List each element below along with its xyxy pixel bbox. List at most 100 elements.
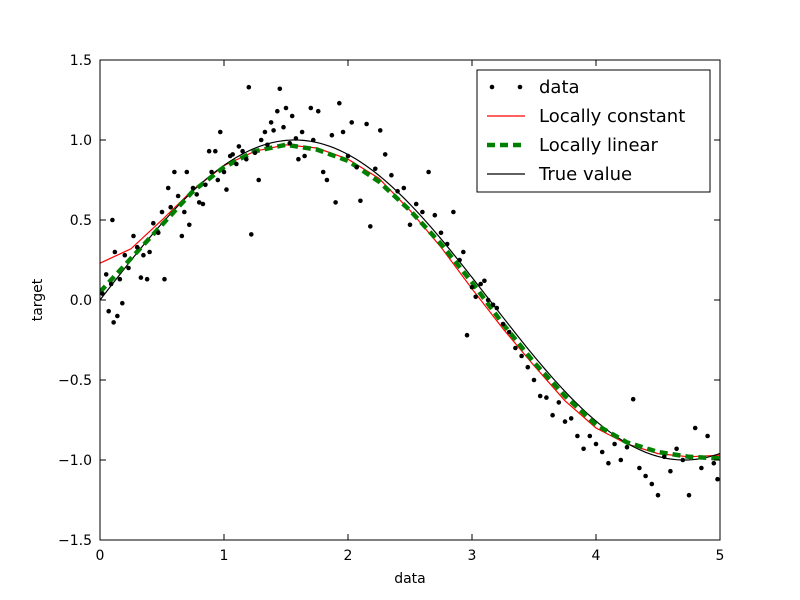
data-point bbox=[438, 230, 444, 236]
data-point bbox=[310, 137, 316, 143]
data-point bbox=[117, 276, 123, 282]
data-point bbox=[624, 444, 630, 450]
legend-label: data bbox=[539, 77, 580, 98]
data-point bbox=[175, 193, 181, 199]
data-point bbox=[550, 412, 555, 418]
data-point bbox=[196, 200, 202, 205]
data-point bbox=[315, 108, 321, 114]
data-point bbox=[643, 473, 648, 479]
data-point bbox=[281, 124, 286, 130]
data-point bbox=[186, 222, 192, 228]
data-point bbox=[126, 265, 131, 271]
data-point bbox=[159, 209, 165, 215]
data-point bbox=[519, 353, 524, 359]
data-point bbox=[599, 449, 605, 455]
data-point bbox=[368, 224, 373, 229]
data-point bbox=[593, 441, 599, 447]
data-point bbox=[213, 148, 218, 154]
data-point bbox=[478, 281, 483, 287]
data-point bbox=[215, 177, 221, 183]
data-point bbox=[320, 169, 326, 175]
y-tick-label: 1.0 bbox=[70, 133, 92, 149]
data-point bbox=[168, 204, 173, 210]
data-point bbox=[230, 152, 235, 157]
data-point bbox=[103, 272, 109, 277]
legend-label: Locally linear bbox=[539, 135, 659, 156]
data-point bbox=[234, 161, 239, 167]
data-point bbox=[268, 120, 274, 125]
data-point bbox=[544, 395, 549, 400]
data-point bbox=[461, 249, 466, 255]
y-tick-label: −1.5 bbox=[58, 533, 92, 549]
data-point bbox=[221, 169, 227, 175]
data-point bbox=[155, 230, 161, 236]
data-point bbox=[485, 297, 491, 303]
data-point bbox=[395, 188, 400, 194]
data-point bbox=[184, 169, 190, 175]
data-point bbox=[217, 129, 223, 135]
data-point bbox=[246, 84, 252, 90]
data-point bbox=[473, 294, 479, 300]
y-tick-label: 0.5 bbox=[70, 213, 92, 229]
data-point bbox=[203, 182, 208, 188]
data-point bbox=[674, 446, 679, 452]
data-point bbox=[349, 120, 355, 125]
data-point bbox=[649, 481, 655, 487]
data-point bbox=[531, 377, 537, 383]
legend-label: Locally constant bbox=[539, 106, 685, 127]
data-point bbox=[111, 320, 116, 325]
data-point bbox=[568, 416, 574, 421]
data-point bbox=[537, 393, 543, 399]
data-point bbox=[637, 465, 642, 471]
data-point bbox=[556, 400, 562, 405]
data-point bbox=[106, 308, 111, 314]
data-point bbox=[482, 278, 487, 284]
y-tick-label: 0.0 bbox=[70, 293, 92, 309]
x-axis: 0 1 2 3 4 5 bbox=[96, 60, 724, 564]
data-point bbox=[686, 492, 692, 498]
data-point bbox=[668, 468, 673, 474]
data-point bbox=[420, 209, 425, 215]
series-data-points bbox=[100, 84, 720, 498]
data-point bbox=[457, 257, 462, 263]
data-point bbox=[333, 200, 338, 205]
x-axis-label: data bbox=[394, 571, 426, 587]
data-point bbox=[354, 164, 359, 170]
x-tick-label: 2 bbox=[344, 548, 353, 564]
x-tick-label: 1 bbox=[220, 548, 229, 564]
data-point bbox=[256, 177, 262, 183]
data-point bbox=[144, 276, 150, 282]
data-point bbox=[337, 100, 342, 106]
data-point bbox=[612, 441, 617, 447]
legend-swatch-data bbox=[517, 84, 523, 90]
data-point bbox=[209, 169, 214, 175]
data-point bbox=[194, 192, 200, 197]
data-point bbox=[275, 108, 280, 114]
data-point bbox=[324, 177, 330, 183]
data-point bbox=[308, 105, 314, 111]
data-point bbox=[715, 476, 720, 482]
data-point bbox=[138, 275, 144, 280]
data-point bbox=[271, 128, 276, 133]
data-point bbox=[120, 300, 125, 306]
data-point bbox=[134, 244, 140, 250]
data-point bbox=[525, 364, 531, 370]
data-point bbox=[293, 136, 299, 141]
data-point bbox=[382, 152, 388, 157]
x-tick-label: 3 bbox=[468, 548, 477, 564]
data-point bbox=[162, 276, 167, 282]
data-point bbox=[236, 144, 242, 149]
data-point bbox=[413, 201, 419, 207]
data-point bbox=[705, 433, 710, 439]
data-point bbox=[451, 209, 456, 215]
data-point bbox=[262, 129, 268, 135]
data-point bbox=[200, 201, 206, 207]
data-point bbox=[108, 281, 114, 287]
data-point bbox=[426, 169, 431, 175]
data-point bbox=[289, 113, 295, 119]
data-point bbox=[147, 249, 152, 255]
data-point bbox=[172, 169, 177, 175]
data-point bbox=[115, 313, 120, 319]
data-point bbox=[432, 212, 438, 218]
